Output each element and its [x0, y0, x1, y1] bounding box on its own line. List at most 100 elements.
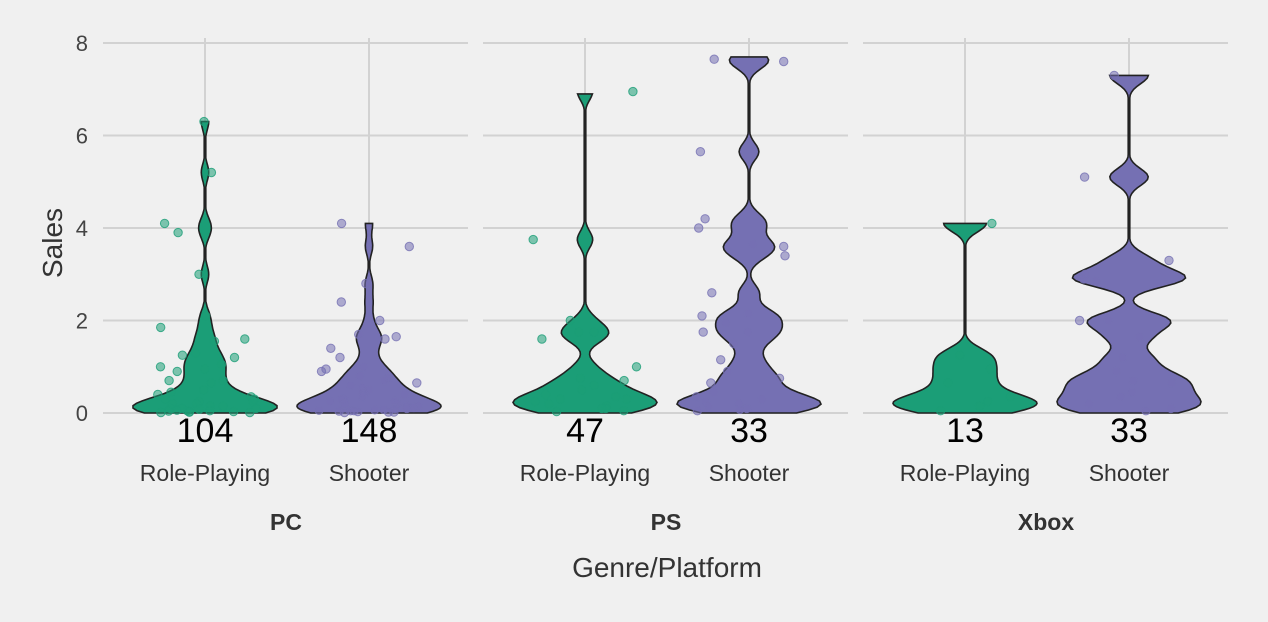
data-point: [1166, 378, 1177, 388]
data-point: [160, 394, 170, 404]
x-tick-label: Shooter: [1089, 460, 1170, 486]
data-point: [597, 403, 607, 414]
data-point: [709, 54, 719, 64]
data-point: [722, 366, 733, 377]
data-point: [1103, 315, 1114, 326]
data-point: [357, 392, 368, 402]
data-point: [206, 167, 217, 178]
data-point: [1109, 70, 1119, 81]
data-point: [375, 315, 385, 326]
data-point: [611, 392, 621, 402]
panel-label: PS: [651, 509, 682, 535]
x-tick-label: Shooter: [329, 460, 410, 486]
data-point: [336, 218, 347, 229]
count-label: 104: [177, 412, 234, 450]
data-point: [194, 269, 204, 279]
data-point: [540, 389, 551, 400]
data-point: [166, 387, 176, 397]
data-point: [721, 318, 731, 328]
data-point: [201, 311, 211, 321]
data-point: [404, 241, 414, 252]
count-label: 33: [730, 412, 768, 450]
data-point: [983, 396, 993, 407]
data-point: [551, 406, 562, 417]
data-point: [314, 405, 324, 415]
data-point: [743, 327, 753, 337]
data-point: [528, 234, 538, 245]
data-point: [574, 327, 584, 337]
data-point: [707, 288, 717, 298]
x-tick-label: Shooter: [709, 460, 790, 486]
data-point: [1074, 315, 1085, 326]
data-point: [729, 338, 739, 349]
data-point: [621, 394, 632, 404]
count-label: 148: [341, 412, 398, 450]
data-point: [340, 399, 350, 409]
count-label: 47: [566, 412, 604, 450]
data-point: [359, 362, 369, 372]
data-point: [336, 297, 346, 307]
data-point: [316, 366, 327, 377]
data-point: [709, 387, 719, 397]
data-point: [326, 343, 336, 353]
data-point: [1091, 276, 1101, 286]
data-point: [354, 329, 364, 340]
count-label: 13: [946, 412, 984, 450]
data-point: [228, 406, 239, 417]
data-point: [619, 406, 629, 416]
data-point: [1127, 387, 1137, 397]
x-tick-label: Role-Playing: [520, 460, 650, 486]
data-point: [199, 116, 209, 127]
data-point: [1128, 375, 1138, 386]
y-tick-label: 4: [76, 216, 88, 241]
data-point: [575, 373, 586, 383]
data-point: [935, 406, 946, 416]
data-point: [177, 350, 188, 360]
data-point: [1166, 403, 1176, 414]
data-point: [1164, 255, 1174, 266]
data-point: [1116, 392, 1126, 402]
panel-label: Xbox: [1018, 509, 1074, 535]
violin-role-playing: [892, 222, 1038, 414]
y-tick-label: 8: [76, 31, 88, 56]
data-point: [779, 241, 789, 252]
data-point: [218, 375, 228, 386]
data-point: [774, 373, 785, 383]
data-point: [706, 378, 716, 388]
data-point: [184, 407, 195, 417]
y-tick-label: 6: [76, 124, 88, 149]
data-point: [325, 396, 335, 407]
data-point: [156, 407, 166, 418]
data-point: [748, 239, 758, 249]
panel-ps: 47 Role-Playing 33 Shooter PS: [512, 38, 822, 535]
data-point: [757, 394, 767, 404]
violin-role-playing: [512, 93, 658, 414]
data-point: [353, 406, 363, 417]
data-point: [159, 218, 170, 229]
data-point: [229, 352, 240, 363]
data-point: [164, 375, 174, 386]
data-point: [156, 322, 166, 333]
data-point: [370, 405, 380, 415]
data-point: [691, 392, 702, 402]
x-tick-label: Role-Playing: [140, 460, 270, 486]
data-point: [240, 334, 250, 344]
data-point: [190, 348, 201, 358]
data-point: [245, 407, 255, 418]
data-point: [735, 404, 745, 414]
data-point: [987, 218, 997, 229]
x-tick-label: Role-Playing: [900, 460, 1030, 486]
data-point: [695, 147, 706, 157]
data-point: [530, 396, 540, 407]
data-point: [631, 362, 642, 372]
data-point: [199, 385, 209, 395]
y-tick-label: 0: [76, 401, 88, 426]
data-point: [974, 401, 985, 411]
data-point: [1134, 332, 1145, 342]
data-point: [697, 311, 707, 321]
data-point: [692, 406, 703, 416]
data-point: [1118, 352, 1128, 363]
data-point: [399, 389, 410, 400]
data-point: [1079, 274, 1089, 284]
